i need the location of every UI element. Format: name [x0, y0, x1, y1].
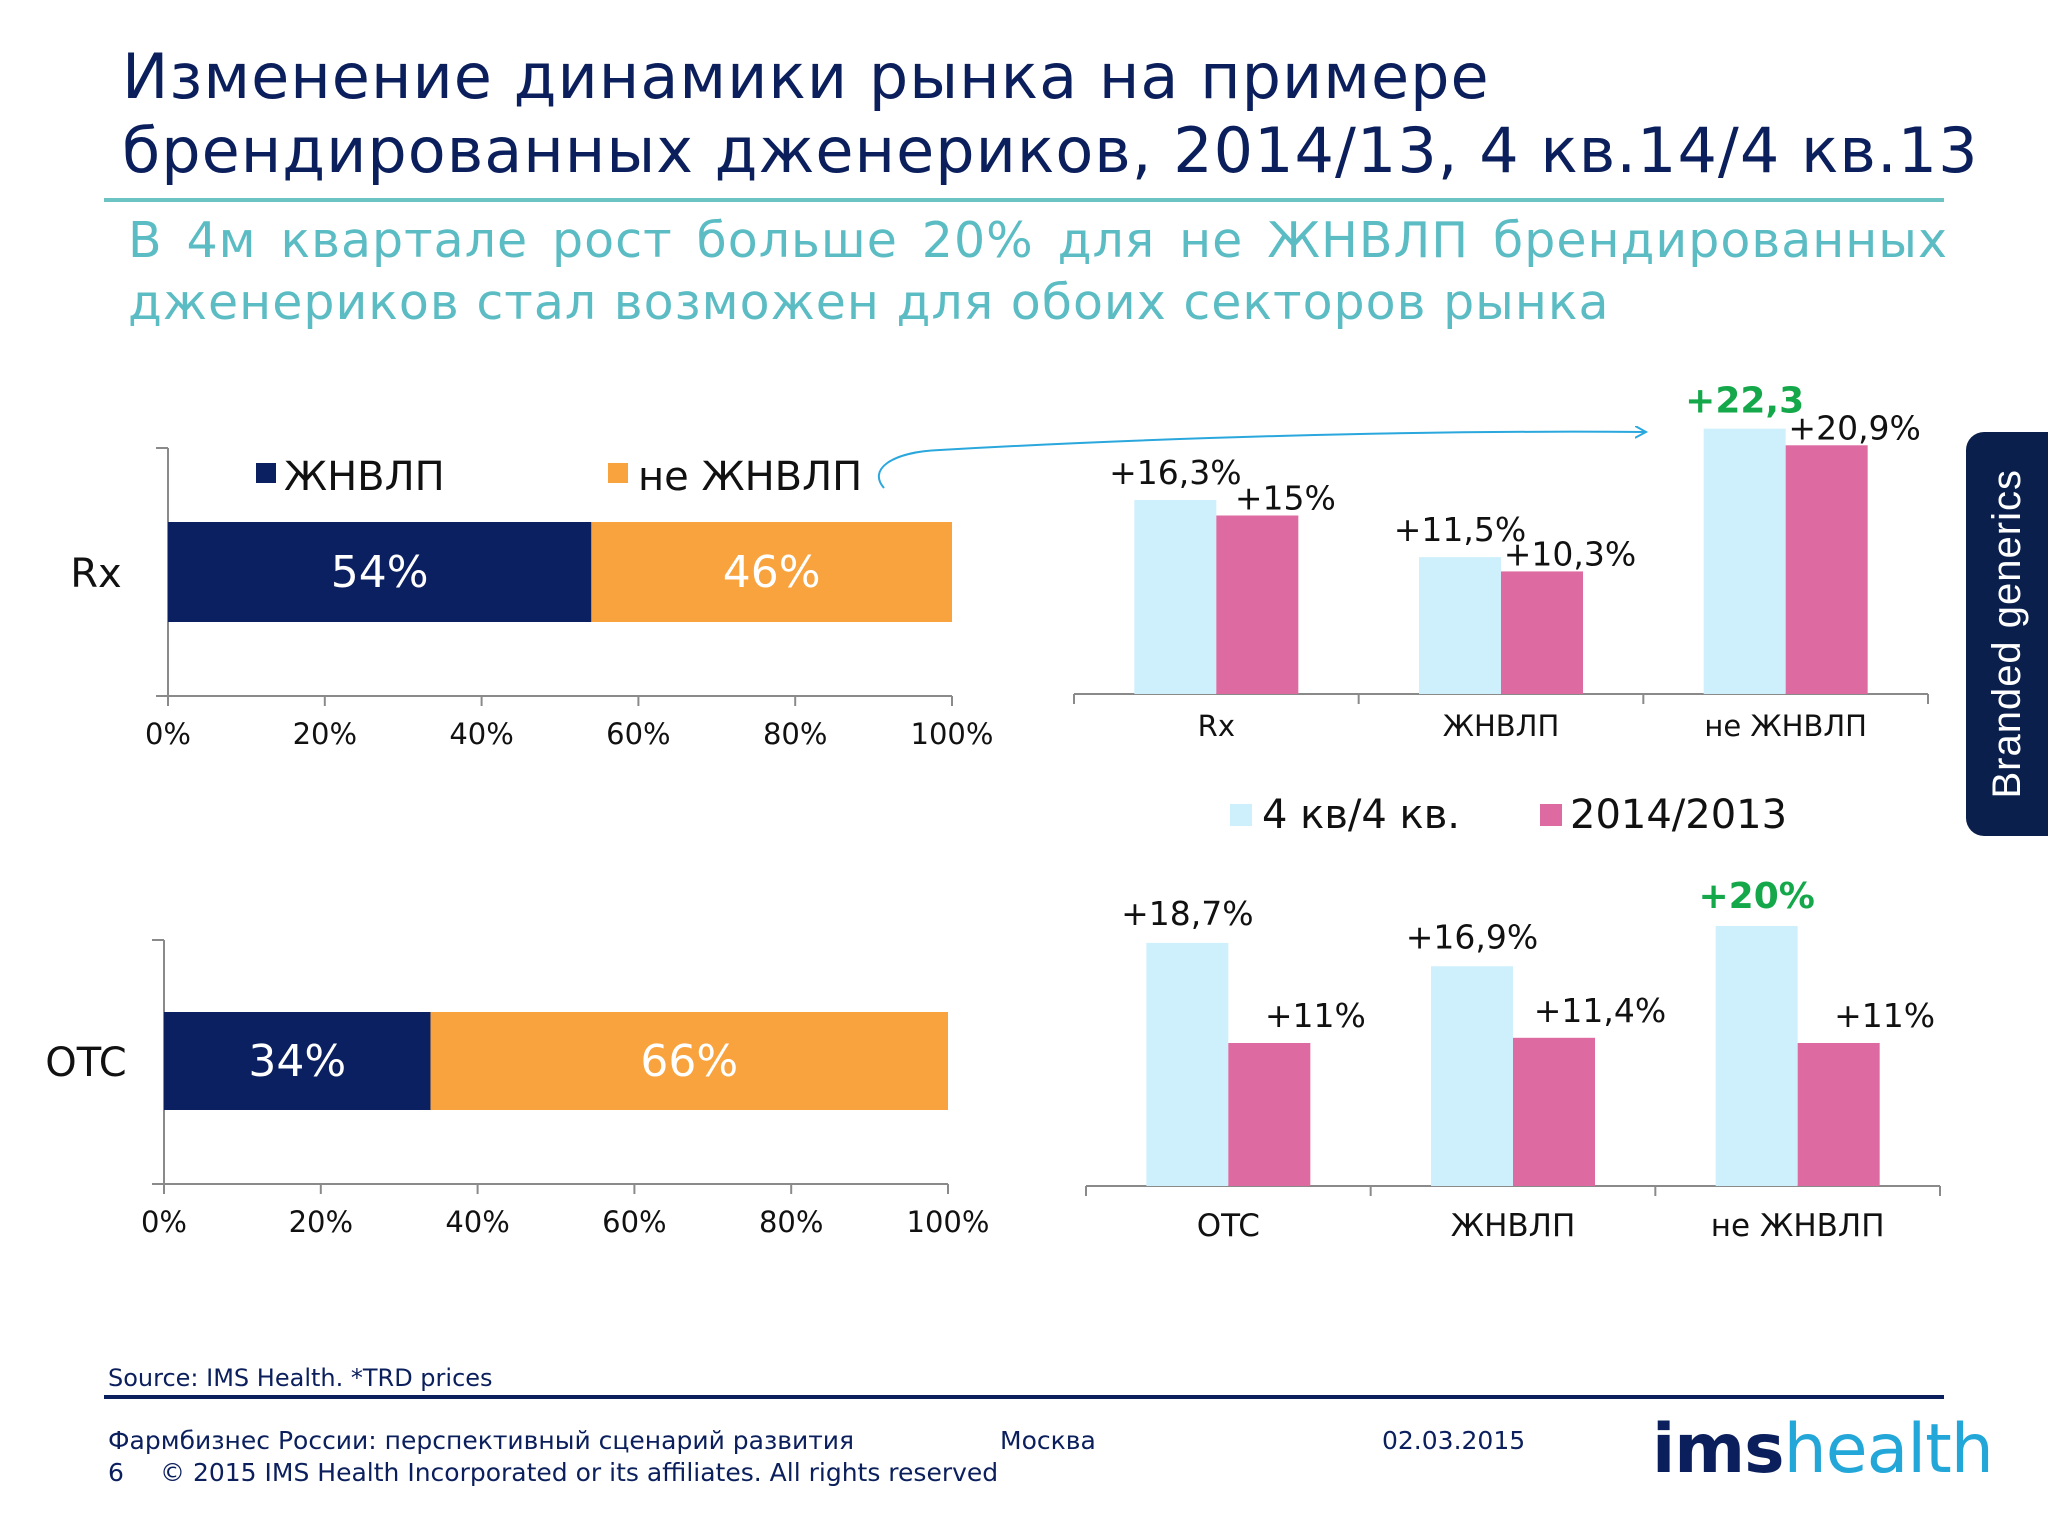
data-label: 66% — [640, 1036, 738, 1087]
category-label: ЖНВЛП — [1451, 1208, 1576, 1244]
data-label: 34% — [248, 1036, 346, 1087]
data-label: 46% — [723, 547, 821, 598]
otc-growth-chart: OTC +18,7% +11% ЖНВЛП +16,9% +11,4% не ЖНВЛП +2… — [1085, 876, 1941, 1244]
side-tab — [1966, 432, 2048, 836]
footer-divider — [104, 1395, 1944, 1399]
bar — [1419, 557, 1501, 694]
footer-date: 02.03.2015 — [1382, 1426, 1526, 1455]
x-tick-label: 60% — [602, 1205, 666, 1239]
legend-swatch — [256, 463, 276, 483]
data-label: +11% — [1265, 996, 1366, 1035]
x-tick-label: 100% — [907, 1205, 990, 1239]
data-label: +11,4% — [1534, 991, 1666, 1030]
bar — [1785, 445, 1868, 694]
category-label: не ЖНВЛП — [1704, 709, 1867, 743]
legend-label: 2014/2013 — [1570, 792, 1787, 838]
logo-ims: ims — [1652, 1410, 1785, 1489]
category-label: не ЖНВЛП — [1711, 1208, 1885, 1244]
category-label: OTC — [45, 1040, 127, 1086]
category-label: OTC — [1197, 1208, 1260, 1244]
bar — [1703, 428, 1786, 694]
legend-swatch — [1540, 804, 1562, 826]
logo-health: health — [1783, 1410, 1994, 1489]
data-label: +18,7% — [1121, 894, 1253, 933]
data-label: +16,3% — [1109, 453, 1241, 492]
footer-city: Москва — [1000, 1426, 1096, 1455]
x-tick-label: 20% — [293, 717, 357, 751]
bar — [1146, 942, 1229, 1186]
x-tick-label: 40% — [449, 717, 513, 751]
data-label: +20% — [1698, 876, 1814, 917]
x-tick-label: 0% — [141, 1205, 187, 1239]
x-tick-label: 80% — [759, 1205, 823, 1239]
x-tick-label: 0% — [145, 717, 191, 751]
data-label: +10,3% — [1504, 534, 1636, 573]
x-tick-label: 100% — [911, 717, 994, 751]
bar-segment — [164, 1012, 431, 1110]
ims-health-logo: imshealth — [1652, 1410, 1994, 1490]
data-label: +11,5% — [1394, 510, 1526, 549]
title-divider — [104, 198, 1944, 202]
slide-title: Изменение динамики рынка на примере брен… — [122, 40, 1979, 187]
x-tick-label: 20% — [289, 1205, 353, 1239]
otc-share-chart: 0% 20% 40% 60% 80% 100% OTC 34% 66% — [45, 939, 990, 1239]
callout-arrow — [877, 432, 1645, 489]
rx-share-chart: 0% 20% 40% 60% 80% 100% Rx 54% 46% ЖНВЛП не ЖНВЛП — [70, 447, 994, 751]
bar — [1216, 515, 1299, 694]
x-tick-label: 60% — [606, 717, 670, 751]
legend-label: 4 кв/4 кв. — [1262, 792, 1460, 838]
data-label: +20,9% — [1788, 408, 1920, 447]
data-label: +11% — [1834, 996, 1935, 1035]
bar — [1797, 1043, 1880, 1186]
x-tick-label: 40% — [445, 1205, 509, 1239]
bar-segment — [168, 522, 592, 622]
footer-copyright: © 2015 IMS Health Incorporated or its af… — [160, 1458, 999, 1487]
bar — [1228, 1043, 1311, 1186]
data-label: +15% — [1235, 479, 1336, 518]
bar — [1715, 926, 1798, 1186]
legend-label: ЖНВЛП — [284, 454, 445, 500]
category-label: Rx — [70, 551, 121, 597]
source-note: Source: IMS Health. *TRD prices — [108, 1364, 493, 1392]
data-label: 54% — [331, 547, 429, 598]
bar — [1513, 1037, 1595, 1186]
legend-swatch — [608, 463, 628, 483]
bar — [1134, 500, 1217, 694]
bar-segment — [591, 522, 952, 622]
legend-label: не ЖНВЛП — [638, 454, 862, 500]
bar — [1501, 571, 1583, 694]
category-label: ЖНВЛП — [1443, 709, 1560, 743]
x-tick-label: 80% — [763, 717, 827, 751]
slide-subtitle: В 4м квартале рост больше 20% для не ЖНВ… — [128, 212, 1948, 331]
footer-conference: Фармбизнес России: перспективный сценари… — [108, 1426, 855, 1455]
data-label: +22,3 — [1685, 381, 1804, 422]
bar-segment — [430, 1012, 948, 1110]
category-label: Rx — [1198, 709, 1235, 743]
bar — [1431, 966, 1513, 1186]
page-number: 6 — [108, 1458, 124, 1487]
rx-growth-chart: Rx +16,3%+15% ЖНВЛП +11,5%+10,3% не ЖНВЛП +22… — [1073, 381, 1929, 838]
data-label: +16,9% — [1406, 917, 1538, 956]
legend-swatch — [1230, 804, 1252, 826]
